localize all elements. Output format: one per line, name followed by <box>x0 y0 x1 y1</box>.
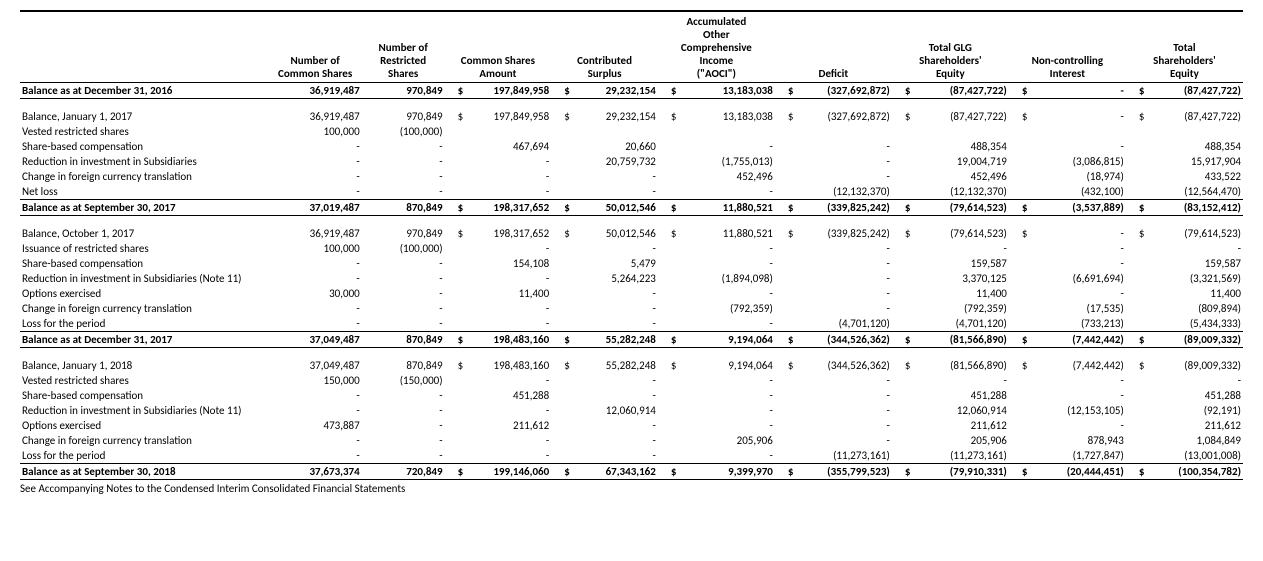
row-label: Reduction in investment in Subsidiaries … <box>20 271 269 286</box>
col-header: Number ofRestrictedShares <box>362 14 445 83</box>
table-row: Balance as at December 31, 201636,919,48… <box>20 83 1243 99</box>
row-label: Balance, October 1, 2017 <box>20 226 269 241</box>
header-blank <box>20 14 269 83</box>
table-row: Options exercised30,000-11,400---11,400-… <box>20 286 1243 301</box>
col-header: Number ofCommon Shares <box>269 14 362 83</box>
row-label: Balance, January 1, 2018 <box>20 358 269 373</box>
row-label: Reduction in investment in Subsidiaries … <box>20 403 269 418</box>
row-label: Options exercised <box>20 286 269 301</box>
table-row: Balance as at December 31, 201737,049,48… <box>20 332 1243 348</box>
row-label: Loss for the period <box>20 448 269 464</box>
col-header: AccumulatedOtherComprehensiveIncome("AOC… <box>658 14 775 83</box>
table-row: Issuance of restricted shares100,000(100… <box>20 241 1243 256</box>
table-row: Reduction in investment in Subsidiaries … <box>20 403 1243 418</box>
row-label: Balance as at September 30, 2018 <box>20 464 269 480</box>
row-label: Balance as at December 31, 2017 <box>20 332 269 348</box>
table-row: Change in foreign currency translation--… <box>20 169 1243 184</box>
table-row: Balance as at September 30, 201837,673,3… <box>20 464 1243 480</box>
row-label: Balance, January 1, 2017 <box>20 109 269 124</box>
table-row: Reduction in investment in Subsidiaries-… <box>20 154 1243 169</box>
col-header: TotalShareholders'Equity <box>1126 14 1243 83</box>
table-row: Balance as at September 30, 201737,019,4… <box>20 200 1243 216</box>
table-body: Balance as at December 31, 201636,919,48… <box>20 83 1243 480</box>
table-row: Net loss-----(12,132,370)(12,132,370)(43… <box>20 184 1243 200</box>
table-row: Balance, January 1, 201837,049,487870,84… <box>20 358 1243 373</box>
row-label: Options exercised <box>20 418 269 433</box>
col-header: Common SharesAmount <box>445 14 552 83</box>
table-row: Vested restricted shares100,000(100,000) <box>20 124 1243 139</box>
col-header: ContributedSurplus <box>551 14 658 83</box>
col-header: Non-controllingInterest <box>1009 14 1126 83</box>
row-label: Share-based compensation <box>20 139 269 154</box>
row-label: Balance as at December 31, 2016 <box>20 83 269 99</box>
row-label: Share-based compensation <box>20 256 269 271</box>
equity-statement-table: Number ofCommon Shares Number ofRestrict… <box>20 10 1243 480</box>
row-label: Issuance of restricted shares <box>20 241 269 256</box>
row-label: Vested restricted shares <box>20 124 269 139</box>
table-row: Share-based compensation--467,69420,660-… <box>20 139 1243 154</box>
table-header: Number ofCommon Shares Number ofRestrict… <box>20 11 1243 83</box>
row-label: Net loss <box>20 184 269 200</box>
row-label: Balance as at September 30, 2017 <box>20 200 269 216</box>
table-row: Share-based compensation--451,288---451,… <box>20 388 1243 403</box>
row-label: Vested restricted shares <box>20 373 269 388</box>
table-row: Balance, October 1, 201736,919,487970,84… <box>20 226 1243 241</box>
row-label: Change in foreign currency translation <box>20 301 269 316</box>
col-header: Total GLGShareholders'Equity <box>892 14 1009 83</box>
row-label: Change in foreign currency translation <box>20 433 269 448</box>
row-label: Loss for the period <box>20 316 269 332</box>
row-label: Change in foreign currency translation <box>20 169 269 184</box>
table-row: Loss for the period-----(11,273,161)(11,… <box>20 448 1243 464</box>
table-row: Reduction in investment in Subsidiaries … <box>20 271 1243 286</box>
table-row: Balance, January 1, 201736,919,487970,84… <box>20 109 1243 124</box>
row-label: Share-based compensation <box>20 388 269 403</box>
table-row: Change in foreign currency translation--… <box>20 301 1243 316</box>
table-row: Options exercised473,887-211,612---211,6… <box>20 418 1243 433</box>
col-header: Deficit <box>775 14 892 83</box>
table-row: Change in foreign currency translation--… <box>20 433 1243 448</box>
table-row: Loss for the period-----(4,701,120)(4,70… <box>20 316 1243 332</box>
footnote: See Accompanying Notes to the Condensed … <box>20 482 1243 495</box>
row-label: Reduction in investment in Subsidiaries <box>20 154 269 169</box>
table-row: Share-based compensation--154,1085,479--… <box>20 256 1243 271</box>
table-row: Vested restricted shares150,000(150,000)… <box>20 373 1243 388</box>
